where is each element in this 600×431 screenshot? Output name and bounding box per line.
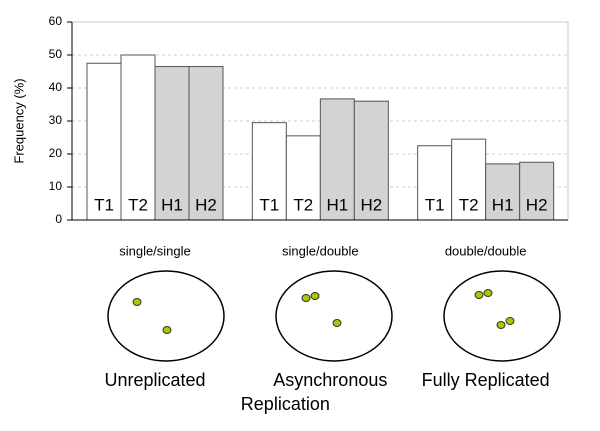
bar: [519, 161, 555, 221]
cell: [443, 270, 561, 362]
y-tick-label: 30: [49, 113, 63, 127]
bar: [417, 145, 453, 221]
spot: [332, 319, 342, 327]
bar-series-label: H1: [326, 195, 348, 214]
spot: [474, 291, 484, 299]
bar-series-label: H1: [492, 195, 514, 214]
bar: [319, 98, 355, 221]
y-tick-label: 20: [49, 146, 63, 160]
caption: Fully Replicated: [422, 370, 550, 390]
bar: [86, 62, 122, 221]
spot: [496, 321, 506, 329]
x-tick-label: double/double: [445, 243, 527, 258]
cell: [107, 270, 225, 362]
bar-series-label: T1: [94, 195, 114, 214]
bar-series-label: T1: [259, 195, 279, 214]
y-tick-label: 50: [49, 47, 63, 61]
bar-series-label: H2: [360, 195, 382, 214]
bar: [485, 163, 521, 221]
y-tick-label: 0: [55, 212, 62, 226]
bar: [251, 122, 287, 221]
bar: [353, 100, 389, 221]
y-tick-label: 60: [49, 14, 63, 28]
y-tick-label: 10: [49, 179, 63, 193]
spot: [310, 292, 320, 300]
bar-series-label: T2: [459, 195, 479, 214]
bar-series-label: H1: [161, 195, 183, 214]
x-tick-label: single/double: [282, 243, 359, 258]
caption: Asynchronous: [273, 370, 387, 390]
spot: [132, 298, 142, 306]
caption: Unreplicated: [104, 370, 205, 390]
bar: [188, 66, 224, 221]
bar-series-label: T2: [293, 195, 313, 214]
spot: [505, 317, 515, 325]
spots: [132, 289, 515, 334]
bar-series-label: H2: [526, 195, 548, 214]
cell: [275, 270, 393, 362]
cells: [107, 270, 561, 362]
caption: Replication: [241, 394, 330, 414]
bar-series-label: T2: [128, 195, 148, 214]
bar-series-label: H2: [195, 195, 217, 214]
bar: [451, 138, 487, 221]
spot: [162, 326, 172, 334]
x-tick-label: single/single: [119, 243, 191, 258]
bar-series-label: T1: [425, 195, 445, 214]
spot: [483, 289, 493, 297]
y-axis-label: Frequency (%): [11, 78, 26, 163]
spot: [301, 294, 311, 302]
y-tick-label: 40: [49, 80, 63, 94]
